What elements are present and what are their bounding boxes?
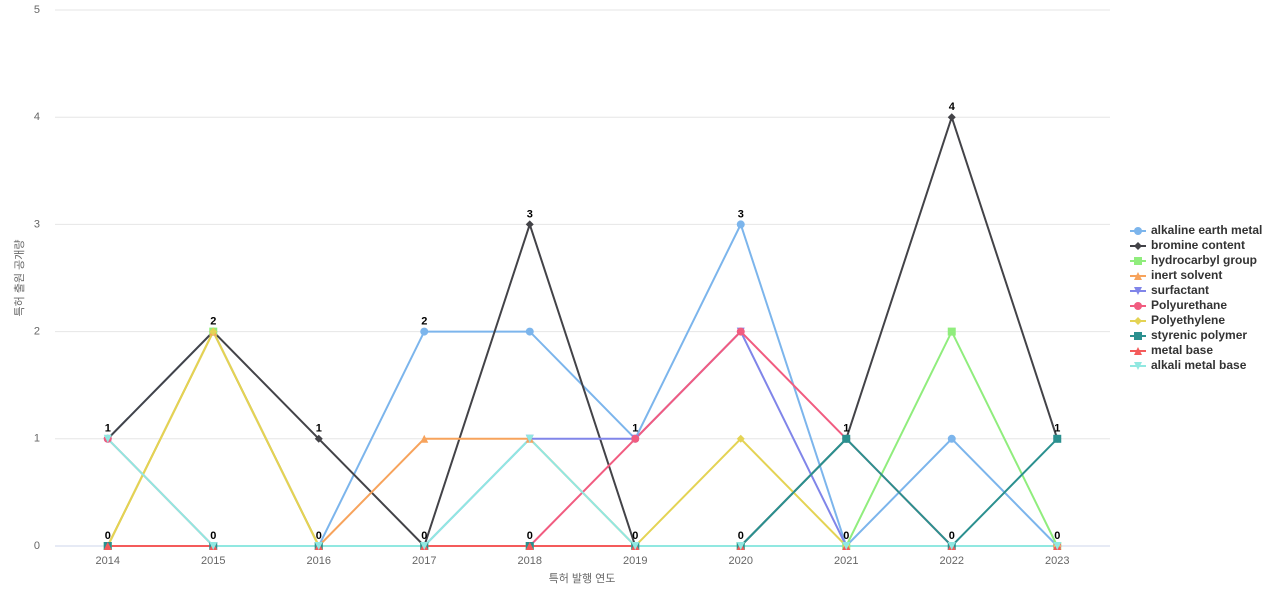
point (314, 434, 323, 443)
legend-label: metal base (1151, 343, 1213, 357)
legend-marker (1134, 332, 1142, 340)
x-tick-label: 2020 (729, 555, 753, 567)
legend-label: styrenic polymer (1151, 328, 1247, 342)
point (736, 542, 745, 550)
data-label: 1 (1054, 423, 1060, 435)
point (525, 542, 534, 550)
legend-marker (1134, 242, 1142, 250)
legend-label: surfactant (1151, 283, 1209, 297)
x-tick-label: 2022 (940, 555, 964, 567)
data-label: 0 (105, 530, 111, 542)
y-tick-label: 4 (34, 111, 40, 123)
legend-label: hydrocarbyl group (1151, 253, 1257, 267)
data-label: 0 (1054, 530, 1060, 542)
data-label: 0 (316, 530, 322, 542)
legend-label: alkali metal base (1151, 358, 1247, 372)
point (525, 434, 534, 443)
point (103, 542, 112, 550)
y-tick-label: 0 (34, 540, 40, 552)
point (525, 220, 534, 229)
point (103, 434, 112, 443)
x-tick-label: 2015 (201, 555, 225, 567)
point (842, 434, 851, 443)
point (736, 220, 745, 229)
point (420, 434, 429, 443)
point (420, 542, 429, 550)
series-line (107, 437, 1058, 547)
point (631, 542, 640, 550)
point (209, 327, 218, 336)
point (736, 327, 745, 336)
data-label: 2 (421, 316, 427, 328)
x-tick-label: 2016 (307, 555, 331, 567)
data-label: 3 (738, 208, 744, 220)
legend-marker (1134, 227, 1142, 235)
point (736, 434, 745, 443)
legend-label: alkaline earth metal (1151, 223, 1262, 237)
y-tick-label: 1 (34, 433, 40, 445)
data-label: 0 (210, 530, 216, 542)
data-label: 1 (632, 423, 638, 435)
legend-marker (1134, 362, 1142, 370)
x-tick-label: 2021 (834, 555, 858, 567)
x-axis-title: 특허 발행 연도 (549, 572, 616, 585)
y-axis-title: 특허 출원 공개량 (13, 240, 26, 317)
point (1053, 542, 1062, 550)
point (525, 327, 534, 336)
data-label: 0 (527, 530, 533, 542)
legend-label: inert solvent (1151, 268, 1222, 282)
point (420, 327, 429, 336)
data-label: 0 (949, 530, 955, 542)
data-label: 0 (843, 530, 849, 542)
data-label: 3 (527, 208, 533, 220)
point (947, 113, 956, 122)
point (842, 542, 851, 550)
data-label: 0 (421, 530, 427, 542)
point (314, 542, 323, 550)
data-label: 0 (632, 530, 638, 542)
point (947, 327, 956, 336)
data-label: 1 (105, 423, 111, 435)
legend-marker (1134, 347, 1142, 355)
legend-label: bromine content (1151, 238, 1245, 252)
data-label: 4 (949, 101, 956, 113)
legend-marker (1134, 317, 1142, 325)
y-tick-label: 5 (34, 4, 40, 16)
x-tick-label: 2018 (518, 555, 542, 567)
legend-label: Polyethylene (1151, 313, 1225, 327)
y-tick-label: 2 (34, 326, 40, 338)
data-label: 1 (316, 423, 322, 435)
point (209, 542, 218, 550)
y-tick-label: 3 (34, 218, 40, 230)
legend-label: Polyurethane (1151, 298, 1227, 312)
data-label: 1 (843, 423, 849, 435)
point (947, 434, 956, 443)
series-line (107, 113, 1059, 548)
x-tick-label: 2017 (412, 555, 436, 567)
data-label: 2 (210, 316, 216, 328)
point (947, 542, 956, 550)
point (631, 434, 640, 443)
data-label: 0 (738, 530, 744, 542)
legend-marker (1134, 287, 1142, 295)
x-tick-label: 2014 (96, 555, 120, 567)
legend-marker (1134, 257, 1142, 265)
x-tick-label: 2019 (623, 555, 647, 567)
point (1053, 434, 1062, 443)
legend-marker (1134, 302, 1142, 310)
x-tick-label: 2023 (1045, 555, 1069, 567)
legend-marker (1134, 272, 1142, 280)
